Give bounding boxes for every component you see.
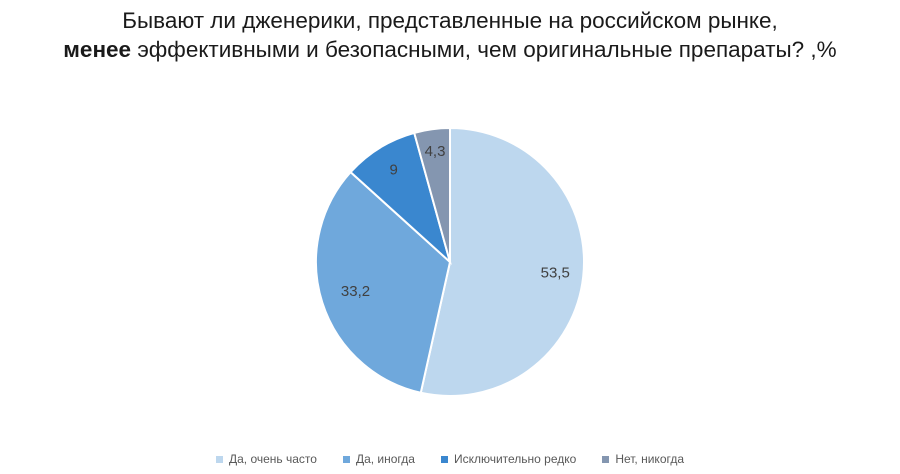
legend-label-3: Исключительно редко — [453, 452, 577, 466]
legend-item-2: Да, иногда — [342, 452, 415, 466]
legend-swatch-2 — [342, 455, 350, 463]
legend-item-1: Да, очень часто — [215, 452, 317, 466]
pie-slice-1 — [419, 126, 585, 397]
chart-title-rest: эффективными и безопасными, чем оригинал… — [131, 37, 837, 62]
chart-legend: Да, очень часто Да, иногда Исключительно р… — [0, 452, 900, 466]
pie-slice-4 — [413, 126, 451, 263]
chart-title-emphasis: менее — [63, 37, 132, 62]
data-label-1: 53,5 — [541, 265, 570, 282]
legend-label-2: Да, иногда — [355, 452, 415, 466]
chart-title: Бывают ли дженерики, представленные на р… — [0, 6, 900, 64]
data-label-4: 4,3 — [425, 143, 446, 160]
chart-title-line-2: менее эффективными и безопасными, чем ор… — [0, 35, 900, 64]
legend-label-4: Нет, никогда — [615, 452, 685, 466]
legend-swatch-1 — [215, 455, 223, 463]
data-label-3: 9 — [390, 162, 398, 179]
legend-label-1: Да, очень часто — [228, 452, 317, 466]
legend-swatch-3 — [440, 455, 448, 463]
data-label-2: 33,2 — [341, 283, 370, 300]
legend-swatch-4 — [602, 455, 610, 463]
pie-slice-2 — [315, 170, 452, 394]
legend-item-3: Исключительно редко — [440, 452, 577, 466]
chart-title-line-1: Бывают ли дженерики, представленные на р… — [122, 8, 778, 33]
legend-item-4: Нет, никогда — [602, 452, 684, 466]
